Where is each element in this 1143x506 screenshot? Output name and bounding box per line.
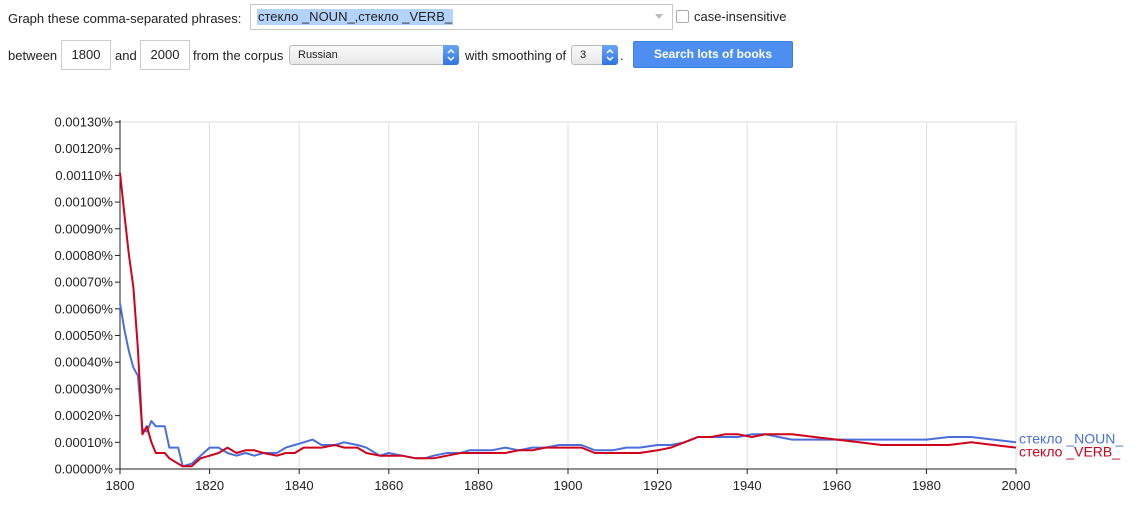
x-tick-label: 1960	[822, 478, 851, 493]
y-tick-label: 0.00000%	[54, 462, 113, 477]
y-tick-label: 0.00130%	[54, 115, 113, 130]
y-tick-label: 0.00070%	[54, 275, 113, 290]
smoothing-select[interactable]: 3	[571, 45, 618, 65]
corpus-select-button[interactable]	[443, 45, 459, 65]
x-tick-label: 1940	[733, 478, 762, 493]
smoothing-select-button[interactable]	[602, 45, 618, 65]
x-tick-label: 1880	[464, 478, 493, 493]
x-tick-label: 2000	[1002, 478, 1031, 493]
chart-series	[119, 172, 1017, 468]
chart-grid	[119, 121, 1017, 470]
phrases-input[interactable]: стекло _NOUN_,стекло _VERB_	[250, 4, 673, 30]
updown-chevron-icon	[447, 48, 455, 62]
x-tick-label: 1900	[554, 478, 583, 493]
case-insensitive-checkbox[interactable]	[676, 10, 689, 23]
x-tick-label: 1800	[106, 478, 135, 493]
between-label: between	[8, 48, 58, 63]
y-tick-label: 0.00090%	[54, 221, 113, 236]
y-tick-label: 0.00040%	[54, 355, 113, 370]
search-books-button[interactable]: Search lots of books	[633, 41, 793, 68]
updown-chevron-icon	[606, 48, 614, 62]
y-tick-label: 0.00060%	[54, 301, 113, 316]
and-label: and	[115, 48, 137, 63]
start-year-input[interactable]: 1800	[61, 40, 111, 70]
series-label-1[interactable]: стекло _VERB_	[1019, 443, 1120, 459]
chart-axes: 1800 1820 1840 1860 1880 1900 1920 1940 1960 1980…	[54, 115, 1030, 494]
graph-phrases-label: Graph these comma-separated phrases:	[8, 10, 242, 26]
x-tick-label: 1980	[912, 478, 941, 493]
y-tick-label: 0.00120%	[54, 141, 113, 156]
chart-legend: стекло _NOUN_стекло _VERB_	[1019, 430, 1123, 459]
phrases-input-value: стекло _NOUN_,стекло _VERB_	[257, 9, 454, 25]
series-line-1[interactable]	[119, 172, 1017, 468]
y-tick-label: 0.00050%	[54, 328, 113, 343]
case-insensitive-label: case-insensitive	[694, 9, 787, 24]
corpus-select[interactable]: Russian	[289, 45, 459, 65]
y-tick-label: 0.00020%	[54, 408, 113, 423]
y-tick-label: 0.00080%	[54, 248, 113, 263]
y-tick-label: 0.00030%	[54, 381, 113, 396]
corpus-select-value: Russian	[298, 49, 338, 61]
phrases-row: Graph these comma-separated phrases:	[8, 4, 241, 32]
corpus-label: from the corpus	[193, 48, 284, 63]
y-tick-label: 0.00010%	[54, 435, 113, 450]
smoothing-label: with smoothing of	[465, 48, 567, 63]
x-tick-label: 1920	[643, 478, 672, 493]
y-tick-label: 0.00100%	[54, 195, 113, 210]
x-tick-label: 1860	[374, 478, 403, 493]
period-label: .	[620, 48, 624, 63]
x-tick-label: 1820	[195, 478, 224, 493]
series-label-0[interactable]: стекло _NOUN_	[1019, 430, 1123, 446]
x-tick-label: 1840	[285, 478, 314, 493]
chevron-down-icon[interactable]	[655, 14, 663, 19]
end-year-input[interactable]: 2000	[140, 40, 190, 70]
y-tick-label: 0.00110%	[55, 168, 113, 183]
smoothing-select-value: 3	[580, 49, 587, 61]
